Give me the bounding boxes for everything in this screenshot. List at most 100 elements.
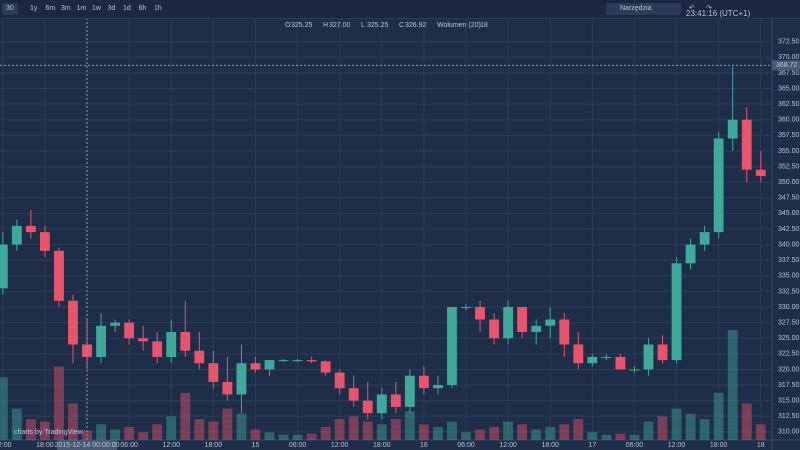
volume-bar [166,416,177,440]
candle-body [348,388,359,401]
y-tick-label: 342.50 [778,226,800,233]
y-tick-label: 340.00 [778,241,800,248]
x-tick-label: 06:00 [457,442,475,449]
volume-bar [264,432,275,440]
candle-body [573,344,584,364]
candle-body [587,356,598,364]
interval-button[interactable]: 30 [2,3,18,15]
volume-bar [152,424,163,440]
candle-body [334,372,345,389]
candle-body [489,319,499,339]
range-button[interactable]: 6h [138,5,147,12]
candle-body [278,360,289,362]
legend-key: O [285,22,291,29]
undo-button[interactable]: ↶ [689,5,695,12]
candle-body [741,119,752,170]
range-button[interactable]: 1h [154,5,162,12]
volume-bar [741,403,752,440]
y-tick-label: 352.50 [778,163,800,170]
volume-bar [40,421,50,440]
candle-body [250,363,261,370]
volume-bar [278,434,289,440]
y-tick-label: 367.50 [778,70,800,77]
x-tick-label: 18:00 [710,442,728,449]
volume-bar [517,424,528,440]
volume-bar [404,411,415,440]
candle-body [671,263,682,361]
candle-body [222,381,233,395]
candle-body [461,307,471,309]
y-tick-label: 325.00 [778,335,800,342]
range-button[interactable]: 3d [107,5,116,12]
candle-body [0,244,8,289]
x-tick-label: 06:00 [120,442,138,449]
volume-bar [545,426,556,440]
legend-value: 325.25 [367,22,389,29]
candle-body [96,325,106,357]
legend-value: 327.00 [329,22,351,29]
volume-bar [292,434,303,440]
volume-bar [306,433,317,440]
volume-bar [489,426,499,440]
range-button[interactable]: 1m [76,5,87,12]
candle-body [545,319,556,326]
volume-bar [531,429,542,440]
candle-body [517,307,528,333]
redo-button[interactable]: ↷ [706,5,712,12]
volume-bar [138,432,149,440]
candle-body [559,319,570,345]
range-button[interactable]: 1w [92,5,101,12]
clock: 23:41:16 (UTC+1) [686,9,751,18]
x-tick-label: 18:00 [36,442,54,449]
volume-bar [685,413,696,440]
volume-bar [124,426,135,440]
volume-bar [447,421,457,440]
candle-body [292,360,303,362]
volume-bar [96,424,106,440]
volume-bar [376,424,387,440]
x-tick-label: 12:00 [0,442,12,449]
volume-bar [54,366,64,440]
volume-bar [250,429,261,440]
x-tick-label: 18 [757,442,765,449]
y-tick-label: 347.50 [778,195,800,202]
y-tick-label: 372.50 [778,39,800,46]
candle-body [320,361,331,373]
x-tick-label: 18:00 [373,442,391,449]
crosshair-x-label: 2015-12-14 00:00:00 [55,442,120,449]
indicators-button[interactable] [655,3,681,15]
candle-body [152,341,163,357]
candle-body [166,332,177,357]
volume-bar [222,408,233,440]
y-tick-label: 330.00 [778,304,800,311]
volume-bar [110,429,121,440]
y-tick-label: 332.50 [778,288,800,295]
y-tick-label: 365.00 [778,85,800,92]
x-tick-label: 12:00 [499,442,517,449]
volume-bar [320,426,331,440]
candle-body [124,322,135,339]
legend-key: L [361,22,365,29]
candle-body [447,307,457,386]
candle-body [376,394,387,414]
candle-body [68,300,78,345]
candle-body [418,375,429,389]
candle-body [40,232,50,251]
candle-body [657,344,668,361]
volume-bar [587,432,598,440]
y-tick-label: 355.00 [778,148,800,155]
volume-bar [208,421,219,440]
range-button[interactable]: 6m [45,5,56,12]
range-button[interactable]: 1y [30,5,38,12]
candle-body [306,360,317,362]
volume-bar [0,377,8,440]
range-button[interactable]: 1d [123,5,131,12]
volume-bar [573,419,584,440]
range-button[interactable]: 3m [61,5,71,12]
candle-body [404,375,415,407]
y-tick-label: 350.00 [778,179,800,186]
volume-bar [615,433,626,440]
tools-button[interactable]: Narzędzia [606,3,656,15]
volume-bar [601,434,612,440]
